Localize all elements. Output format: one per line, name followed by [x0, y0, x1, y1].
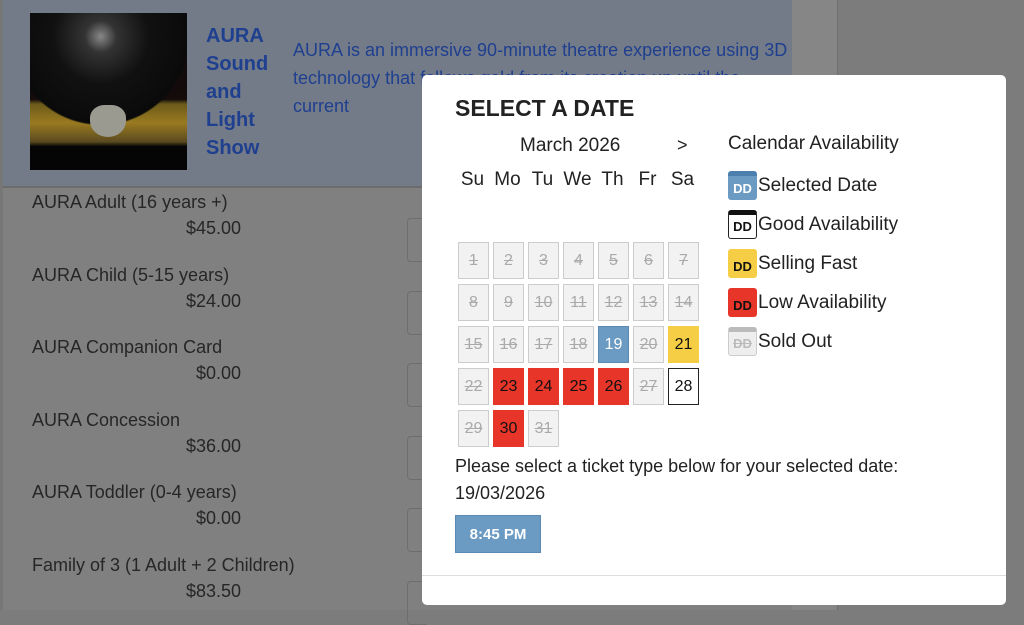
- calendar-day: 9: [493, 284, 524, 321]
- legend-label: Low Availability: [758, 291, 887, 313]
- calendar-day: 18: [563, 326, 594, 363]
- ticket-name: AURA Adult (16 years +): [32, 192, 228, 212]
- ticket-price: $83.50: [185, 580, 241, 601]
- weekday-label: Su: [460, 169, 485, 190]
- select-date-modal: SELECT A DATE March 2026 > Su Mo Tu We Th Fr S…: [422, 75, 1006, 605]
- ticket-name: AURA Toddler (0-4 years): [32, 482, 237, 502]
- calendar-day: 15: [458, 326, 489, 363]
- legend-label: Good Availability: [758, 213, 899, 235]
- ticket-name: Family of 3 (1 Adult + 2 Children): [32, 554, 295, 575]
- calendar-day: 29: [458, 410, 489, 447]
- calendar-day: 27: [633, 368, 664, 405]
- legend-label: Sold Out: [758, 330, 832, 352]
- ticket-price: $24.00: [185, 290, 241, 311]
- calendar-day: 11: [563, 284, 594, 321]
- ticket-name: AURA Child (5-15 years): [32, 264, 230, 285]
- legend-item-low: DD Low Availability: [728, 288, 887, 317]
- calendar-day: 12: [598, 284, 629, 321]
- calendar-day: 1: [458, 242, 489, 279]
- ticket-type: AURA Adult (16 years +) $45.00: [32, 192, 412, 239]
- calendar-day[interactable]: 26: [598, 368, 629, 405]
- legend-item-sold: DD Sold Out: [728, 327, 832, 356]
- calendar-day[interactable]: 23: [493, 368, 524, 405]
- ticket-price: $36.00: [185, 435, 241, 456]
- legend-item-fast: DD Selling Fast: [728, 249, 857, 278]
- weekday-label: Mo: [494, 169, 521, 190]
- weekday-label: Tu: [531, 169, 554, 190]
- calendar-day: 7: [668, 242, 699, 279]
- modal-title: SELECT A DATE: [455, 95, 635, 121]
- calendar-day[interactable]: 30: [493, 410, 524, 447]
- ticket-price: $0.00: [195, 508, 241, 528]
- calendar-day[interactable]: 24: [528, 368, 559, 405]
- legend-swatch-icon: DD: [728, 327, 757, 356]
- weekday-label: We: [563, 169, 592, 190]
- legend-swatch-icon: DD: [728, 288, 757, 317]
- calendar-day: 6: [633, 242, 664, 279]
- weekday-label: Fr: [638, 169, 657, 190]
- calendar-day[interactable]: 19: [598, 326, 629, 363]
- calendar-day: 20: [633, 326, 664, 363]
- ticket-type: AURA Companion Card $0.00: [32, 337, 412, 384]
- calendar-day: 13: [633, 284, 664, 321]
- legend-item-selected: DD Selected Date: [728, 171, 877, 200]
- weekday-label: Th: [601, 169, 624, 190]
- calendar-day[interactable]: 25: [563, 368, 594, 405]
- legend-swatch-icon: DD: [728, 249, 757, 278]
- calendar-day: 10: [528, 284, 559, 321]
- legend-item-good: DD Good Availability: [728, 210, 898, 239]
- ticket-price: $0.00: [195, 363, 241, 383]
- ticket-type: AURA Concession $36.00: [32, 410, 412, 457]
- calendar-day[interactable]: 21: [668, 326, 699, 363]
- message-text: Please select a ticket type below for yo…: [455, 456, 899, 476]
- calendar-day: 16: [493, 326, 524, 363]
- event-title[interactable]: AURA Sound and Light Show: [206, 25, 269, 159]
- quantity-input[interactable]: [407, 218, 427, 262]
- calendar-day: 4: [563, 242, 594, 279]
- next-month-button[interactable]: >: [677, 135, 688, 155]
- legend-swatch-icon: DD: [728, 210, 757, 239]
- quantity-input[interactable]: [407, 363, 427, 407]
- calendar-day: 14: [668, 284, 699, 321]
- ticket-name: AURA Concession: [32, 409, 181, 430]
- time-slot-button[interactable]: 8:45 PM: [455, 515, 541, 553]
- calendar-day: 31: [528, 410, 559, 447]
- event-image: [30, 13, 187, 170]
- calendar-day: 2: [493, 242, 524, 279]
- calendar-day: 3: [528, 242, 559, 279]
- ticket-type: AURA Toddler (0-4 years) $0.00: [32, 482, 412, 529]
- legend-label: Selling Fast: [758, 252, 858, 274]
- legend-swatch-icon: DD: [728, 171, 757, 200]
- weekday-label: Sa: [670, 169, 695, 190]
- legend-label: Selected Date: [758, 174, 878, 196]
- month-label: March 2026: [520, 135, 621, 156]
- calendar-day: 17: [528, 326, 559, 363]
- calendar-day: 22: [458, 368, 489, 405]
- calendar-day[interactable]: 28: [668, 368, 699, 405]
- calendar-day: 8: [458, 284, 489, 321]
- selection-message: Please select a ticket type below for yo…: [455, 453, 995, 507]
- calendar-day: 5: [598, 242, 629, 279]
- quantity-input[interactable]: [407, 290, 427, 335]
- ticket-type: AURA Child (5-15 years) $24.00: [32, 265, 412, 312]
- ticket-type: Family of 3 (1 Adult + 2 Children) $83.50: [32, 555, 412, 602]
- selected-date: 19/03/2026: [455, 483, 546, 503]
- quantity-input[interactable]: [407, 508, 427, 552]
- modal-footer-divider: [422, 575, 1006, 576]
- legend-title: Calendar Availability: [728, 133, 899, 154]
- ticket-name: AURA Companion Card: [32, 337, 223, 357]
- ticket-price: $45.00: [185, 218, 241, 238]
- quantity-input[interactable]: [407, 435, 427, 480]
